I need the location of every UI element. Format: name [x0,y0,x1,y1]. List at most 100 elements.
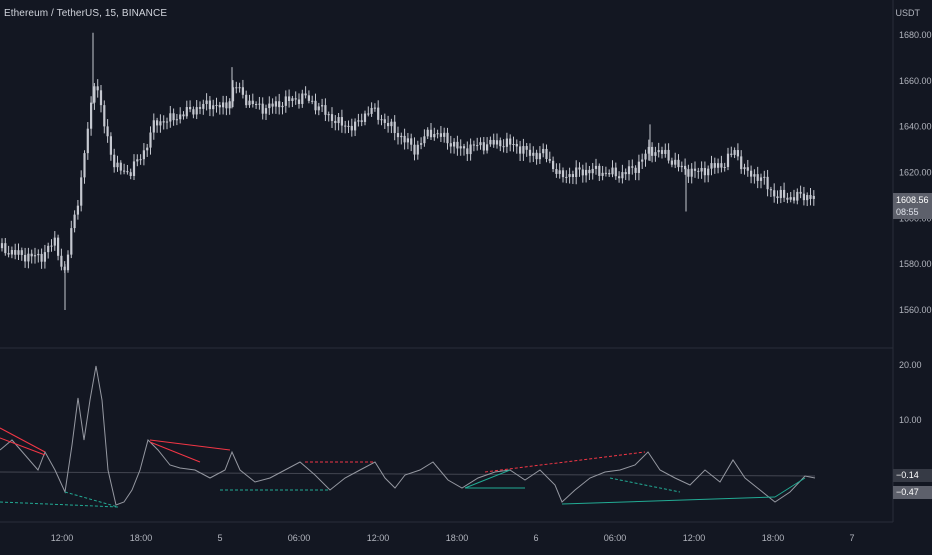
candle-body [433,133,436,138]
candle-body [255,104,258,106]
divergence-line [0,437,46,456]
oscillator-tick-label: 10.00 [899,415,922,425]
candle-body [420,143,423,145]
candlestick-series[interactable] [0,32,815,310]
candle-body [17,250,20,255]
candle-body [14,250,17,255]
candle-body [469,144,472,155]
oscillator-axis[interactable]: 20.00 10.00 [899,360,922,425]
candle-body [126,171,129,173]
candle-body [340,117,343,126]
candle-body [439,133,442,137]
candle-body [93,86,96,103]
candle-body [773,190,776,197]
candle-body [47,245,50,253]
candle-body [449,143,452,147]
currency-label: USDT [895,8,921,18]
candle-body [736,150,739,157]
candle-body [116,162,119,168]
candle-body [776,196,779,199]
candle-body [684,165,687,170]
candle-body [57,237,60,256]
candle-body [674,159,677,165]
candle-body [40,253,43,262]
candle-body [812,195,815,199]
candle-body [169,113,172,122]
candle-body [446,132,449,144]
candle-body [710,163,713,169]
candle-body [30,253,33,257]
candle-body [27,253,30,262]
candle-body [730,153,733,155]
candle-body [413,144,416,155]
candle-body [519,146,522,154]
candle-body [129,172,132,176]
candle-body [796,191,799,201]
candle-body [212,105,215,110]
candle-body [528,149,532,156]
time-tick-label: 06:00 [604,533,627,543]
candle-body [558,170,561,174]
candle-body [792,197,796,201]
price-axis[interactable]: 1680.001660.001640.001620.001600.001580.… [899,30,932,315]
candle-body [205,100,208,104]
candle-body [512,143,515,145]
candle-body [271,103,274,107]
time-tick-label: 6 [533,533,538,543]
candle-body [588,169,591,174]
candle-body [396,133,400,138]
candle-body [159,121,162,126]
time-tick-label: 18:00 [446,533,469,543]
divergence-line [64,491,119,508]
oscillator-value-tag-2: −0.47 [893,486,932,499]
candle-body [462,146,466,149]
candle-body [337,117,340,124]
candle-body [185,107,188,117]
candle-body [4,243,7,254]
candle-body [152,120,155,133]
candle-body [416,144,419,155]
candle-body [225,102,228,109]
candle-body [720,163,723,168]
price-tick-label: 1580.00 [899,259,932,269]
candle-body [575,167,578,178]
candle-body [238,87,241,89]
candle-body [713,163,716,168]
candle-body [637,161,640,173]
candle-body [7,253,10,255]
candle-body [717,163,720,168]
candle-body [680,165,683,168]
candle-body [241,87,244,95]
candle-body [50,245,53,247]
oscillator-pane[interactable] [0,365,816,508]
candle-body [509,138,512,145]
candle-body [759,177,763,181]
candle-body [113,154,116,168]
candle-body [86,128,89,154]
candle-body [218,104,221,108]
candle-body [142,150,145,160]
candle-body [370,107,373,114]
symbol-title[interactable]: Ethereum / TetherUS, 15, BINANCE [4,8,168,19]
time-tick-label: 7 [849,533,854,543]
candle-body [657,150,660,153]
candle-body [581,169,584,176]
candle-body [753,174,756,177]
time-axis[interactable]: 12:00 18:00 5 06:00 12:00 18:00 6 06:00 12:00 18:… [51,533,855,543]
candle-body [552,160,555,170]
candle-body [598,165,601,176]
candle-body [172,113,175,121]
candle-body [743,167,746,170]
candle-body [387,122,390,127]
candle-body [393,121,396,134]
price-tick-label: 1680.00 [899,30,932,40]
candle-body [344,125,347,127]
candle-body [182,114,185,117]
divergence-line [561,496,776,505]
candle-body [76,205,79,215]
oscillator-line[interactable] [0,365,816,506]
candle-body [175,119,178,121]
candle-body [548,158,551,161]
